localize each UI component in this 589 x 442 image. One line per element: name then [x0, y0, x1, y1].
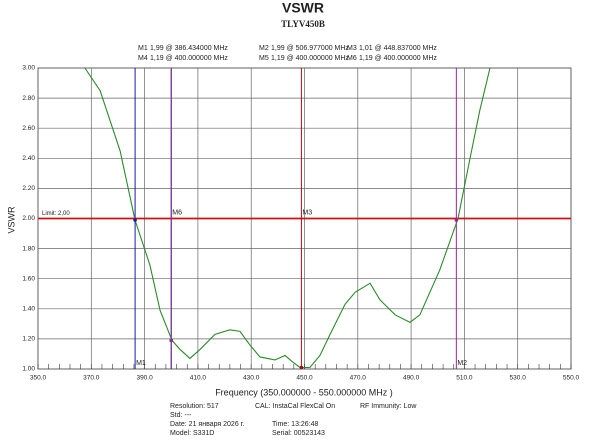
info-rf: RF Immunity: Low [360, 403, 417, 410]
marker-dot [454, 218, 459, 222]
marker-dot [133, 218, 137, 222]
y-tick-label: 3.00 [22, 65, 35, 72]
legend-readout: 1,99 @ 506.977000 MHz [271, 45, 349, 52]
legend-name: M2 [259, 45, 269, 52]
x-tick-label: 350.0 [30, 375, 47, 382]
info-cal: CAL: InstaCal FlexCal On [255, 403, 335, 410]
y-tick-label: 2.60 [22, 125, 35, 132]
legend-name: M1 [138, 45, 148, 52]
y-tick-label: 2.80 [22, 95, 35, 102]
marker-dot [169, 338, 174, 343]
x-tick-label: 390.0 [136, 375, 153, 382]
info-std: Std: --- [170, 412, 192, 419]
x-tick-label: 510.0 [456, 375, 473, 382]
legend-name: M6 [347, 55, 357, 62]
y-tick-label: 2.40 [22, 155, 35, 162]
x-tick-label: 450.0 [296, 375, 313, 382]
info-date: Date: 21 января 2026 г. [170, 421, 244, 428]
info-model: Model: S331D [170, 430, 214, 437]
x-tick-label: 490.0 [403, 375, 420, 382]
chart-subtitle: TLYV450B [281, 19, 325, 29]
y-tick-label: 1.40 [22, 306, 35, 313]
legend-readout: 1,19 @ 400.000000 MHz [271, 55, 349, 62]
legend-readout: 1,01 @ 448.837000 MHz [359, 45, 437, 52]
y-axis-label: VSWR [6, 206, 16, 234]
x-axis-label: Frequency (350.000000 - 550.000000 MHz ) [215, 387, 393, 397]
x-tick-label: 550.0 [563, 375, 580, 382]
legend-readout: 1,99 @ 386.434000 MHz [150, 45, 228, 52]
x-tick-label: 430.0 [243, 375, 260, 382]
legend-name: M4 [138, 55, 148, 62]
y-tick-label: 1.60 [22, 275, 35, 282]
x-tick-label: 470.0 [350, 375, 367, 382]
y-tick-label: 2.00 [22, 215, 35, 222]
info-resolution: Resolution: 517 [170, 403, 219, 410]
x-tick-label: 530.0 [510, 375, 527, 382]
marker-tag: M1 [136, 360, 146, 367]
marker-tag: M2 [457, 360, 467, 367]
x-tick-label: 370.0 [83, 375, 100, 382]
marker-dot [299, 365, 304, 370]
marker-tag: M6 [172, 209, 182, 216]
limit-label: Limit: 2,00 [42, 211, 70, 217]
legend-readout: 1,19 @ 400.000000 MHz [359, 55, 437, 62]
y-tick-label: 1.80 [22, 245, 35, 252]
marker-tag: M3 [302, 209, 312, 216]
y-tick-label: 2.20 [22, 185, 35, 192]
legend-name: M5 [259, 55, 269, 62]
info-serial: Serial: 00523143 [272, 430, 325, 437]
y-tick-label: 1.20 [22, 336, 35, 343]
x-tick-label: 410.0 [190, 375, 207, 382]
y-tick-label: 1.00 [22, 366, 35, 373]
legend-readout: 1,19 @ 400.000000 MHz [150, 55, 228, 62]
chart-title: VSWR [282, 0, 324, 16]
vswr-line [84, 67, 491, 369]
info-time: Time: 13:26:48 [272, 421, 319, 428]
legend-name: M3 [347, 45, 357, 52]
